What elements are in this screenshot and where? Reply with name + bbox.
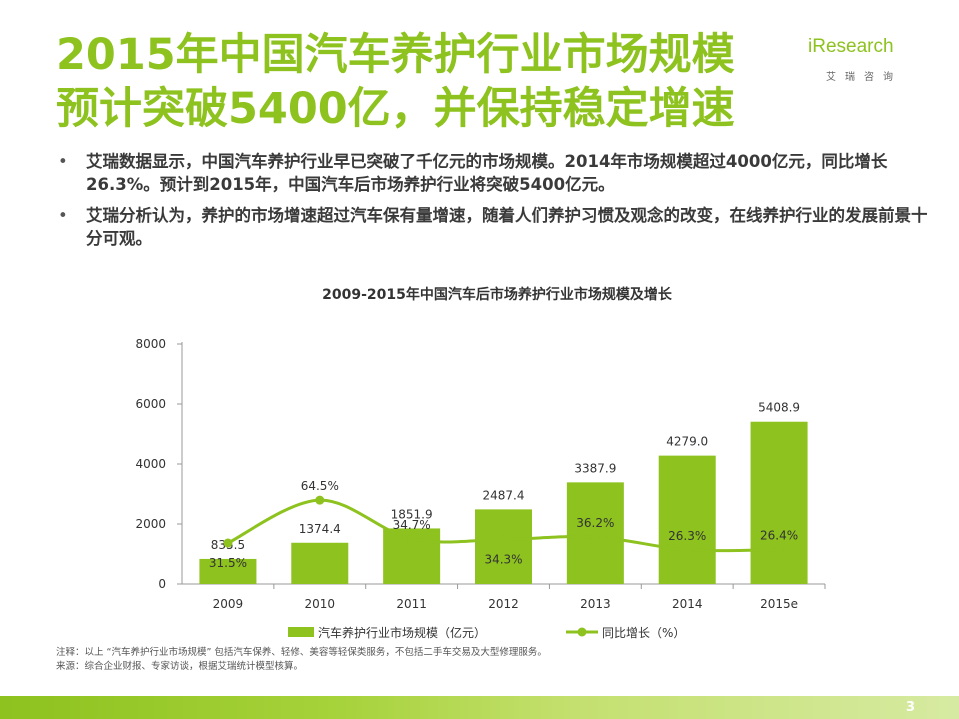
logo-sub: 艾瑞咨询 xyxy=(826,72,902,83)
growth-point xyxy=(407,534,417,544)
y-tick-label: 6000 xyxy=(135,397,166,411)
footnote-source: 来源：综合企业财报、专家访谈，根据艾瑞统计模型核算。 xyxy=(56,661,304,672)
bullet-text: 艾瑞数据显示，中国汽车养护行业早已突破了千亿元的市场规模。2014年市场规模超过… xyxy=(86,152,888,194)
logo-brand: iResearch xyxy=(808,36,894,57)
bullet-item: • 艾瑞分析认为，养护的市场增速超过汽车保有量增速，随着人们养护习惯及观念的改变… xyxy=(56,204,936,250)
bullet-item: • 艾瑞数据显示，中国汽车养护行业早已突破了千亿元的市场规模。2014年市场规模… xyxy=(56,150,936,196)
legend-bar-swatch xyxy=(288,627,314,637)
legend-line-marker xyxy=(577,627,587,637)
bar-value-label: 5408.9 xyxy=(758,401,800,415)
y-tick-label: 8000 xyxy=(135,337,166,351)
bar xyxy=(658,455,716,584)
bar xyxy=(750,421,808,584)
bar-value-label: 3387.9 xyxy=(574,461,616,475)
footnote-note: 注释：以上 “汽车养护行业市场规模” 包括汽车保养、轻修、美容等轻保类服务，不包… xyxy=(56,647,547,658)
page-number: 3 xyxy=(905,700,915,715)
growth-point xyxy=(590,532,600,542)
y-tick-label: 4000 xyxy=(135,457,166,471)
growth-value-label: 26.4% xyxy=(760,529,798,543)
growth-point xyxy=(774,545,784,555)
x-tick-label: 2009 xyxy=(213,597,244,611)
market-size-chart: 2009-2015年中国汽车后市场养护行业市场规模及增长 0 2000 4000 600… xyxy=(135,286,826,640)
bar-value-label: 1374.4 xyxy=(299,522,341,536)
x-tick-label: 2014 xyxy=(672,597,703,611)
bullet-text: 艾瑞分析认为，养护的市场增速超过汽车保有量增速，随着人们养护习惯及观念的改变，在… xyxy=(86,206,928,248)
y-tick-label: 2000 xyxy=(135,517,166,531)
growth-point xyxy=(499,534,508,544)
legend-line-label: 同比增长（%） xyxy=(602,626,685,640)
bar xyxy=(475,509,532,584)
legend-bar-label: 汽车养护行业市场规模（亿元） xyxy=(318,625,486,640)
x-tick-label: 2013 xyxy=(580,597,611,611)
bar-value-label: 1851.9 xyxy=(391,507,433,521)
bar xyxy=(291,542,349,584)
x-tick-label: 2010 xyxy=(305,597,336,611)
growth-value-label: 31.5% xyxy=(209,556,247,570)
x-tick-label: 2011 xyxy=(396,597,427,611)
growth-value-label: 64.5% xyxy=(301,479,339,493)
bullet-marker: • xyxy=(58,206,68,225)
bar-value-label: 2487.4 xyxy=(483,488,525,502)
bullet-marker: • xyxy=(58,152,68,171)
chart-title: 2009-2015年中国汽车后市场养护行业市场规模及增长 xyxy=(322,286,673,303)
y-tick-label: 0 xyxy=(158,577,166,591)
x-tick-label: 2012 xyxy=(488,597,519,611)
growth-point xyxy=(682,545,692,555)
slide-title: 2015年中国汽车养护行业市场规模预计突破5400亿，并保持稳定增速 xyxy=(56,30,735,134)
iresearch-logo: iResearch 艾瑞咨询 xyxy=(808,36,908,84)
x-tick-label: 2015e xyxy=(760,597,798,611)
growth-point xyxy=(223,538,233,548)
bullet-list: • 艾瑞数据显示，中国汽车养护行业早已突破了千亿元的市场规模。2014年市场规模… xyxy=(56,150,936,258)
growth-value-label: 34.7% xyxy=(393,518,431,532)
bar-value-label: 4279.0 xyxy=(666,435,708,449)
growth-value-label: 36.2% xyxy=(576,516,614,530)
growth-point xyxy=(315,495,325,505)
growth-value-label: 34.3% xyxy=(484,552,522,566)
bar xyxy=(199,558,257,584)
growth-value-label: 26.3% xyxy=(668,529,706,543)
bottom-bar xyxy=(0,696,959,719)
